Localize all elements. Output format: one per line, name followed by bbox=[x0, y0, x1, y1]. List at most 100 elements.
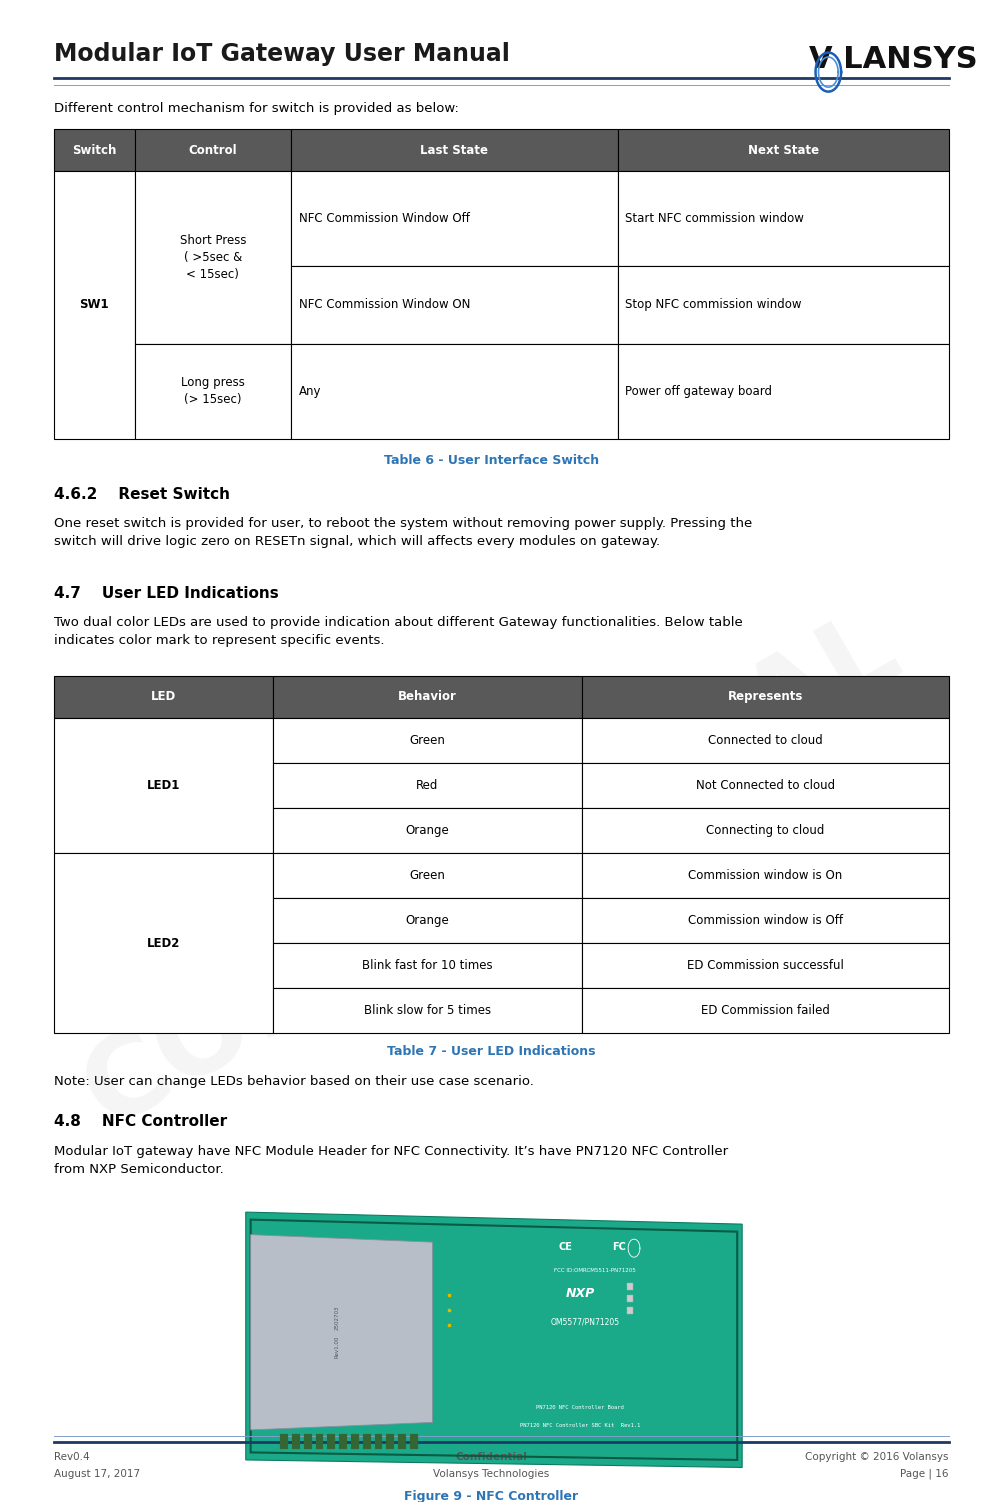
Text: LED: LED bbox=[151, 691, 176, 703]
FancyBboxPatch shape bbox=[291, 129, 617, 171]
Text: Power off gateway board: Power off gateway board bbox=[625, 385, 773, 398]
Text: NFC Commission Window ON: NFC Commission Window ON bbox=[299, 299, 470, 311]
FancyBboxPatch shape bbox=[273, 808, 582, 853]
Text: Represents: Represents bbox=[727, 691, 803, 703]
FancyBboxPatch shape bbox=[351, 1434, 359, 1449]
FancyBboxPatch shape bbox=[410, 1434, 418, 1449]
FancyBboxPatch shape bbox=[617, 129, 949, 171]
FancyBboxPatch shape bbox=[135, 344, 291, 439]
FancyBboxPatch shape bbox=[627, 1283, 633, 1290]
Text: ED Commission successful: ED Commission successful bbox=[687, 960, 843, 972]
Text: Blink fast for 10 times: Blink fast for 10 times bbox=[362, 960, 492, 972]
FancyBboxPatch shape bbox=[280, 1434, 288, 1449]
Text: Not Connected to cloud: Not Connected to cloud bbox=[696, 780, 835, 792]
FancyBboxPatch shape bbox=[617, 171, 949, 266]
FancyBboxPatch shape bbox=[375, 1434, 382, 1449]
Text: One reset switch is provided for user, to reboot the system without removing pow: One reset switch is provided for user, t… bbox=[54, 517, 752, 548]
FancyBboxPatch shape bbox=[582, 853, 949, 898]
FancyBboxPatch shape bbox=[273, 763, 582, 808]
Text: Any: Any bbox=[299, 385, 321, 398]
FancyBboxPatch shape bbox=[291, 266, 617, 344]
FancyBboxPatch shape bbox=[617, 266, 949, 344]
Text: 4.6.2    Reset Switch: 4.6.2 Reset Switch bbox=[54, 487, 230, 502]
FancyBboxPatch shape bbox=[627, 1307, 633, 1314]
Text: OM5577/PN71205: OM5577/PN71205 bbox=[550, 1317, 619, 1326]
Text: Modular IoT Gateway User Manual: Modular IoT Gateway User Manual bbox=[54, 42, 510, 66]
Text: CE: CE bbox=[558, 1242, 572, 1253]
Text: Figure 9 - NFC Controller: Figure 9 - NFC Controller bbox=[404, 1490, 579, 1502]
FancyBboxPatch shape bbox=[363, 1434, 371, 1449]
Text: Stop NFC commission window: Stop NFC commission window bbox=[625, 299, 802, 311]
Text: PN7120 NFC Controller SBC Kit  Rev1.1: PN7120 NFC Controller SBC Kit Rev1.1 bbox=[520, 1424, 640, 1428]
FancyBboxPatch shape bbox=[316, 1434, 323, 1449]
Text: Control: Control bbox=[189, 144, 237, 156]
Text: V LANSYS: V LANSYS bbox=[809, 45, 978, 74]
Text: Table 7 - User LED Indications: Table 7 - User LED Indications bbox=[387, 1045, 596, 1059]
FancyBboxPatch shape bbox=[273, 943, 582, 988]
FancyBboxPatch shape bbox=[135, 171, 291, 344]
FancyBboxPatch shape bbox=[304, 1434, 312, 1449]
Text: ED Commission failed: ED Commission failed bbox=[701, 1005, 830, 1017]
FancyBboxPatch shape bbox=[54, 171, 135, 439]
Text: Short Press
( >5sec &
< 15sec): Short Press ( >5sec & < 15sec) bbox=[180, 234, 246, 281]
Text: 4.8    NFC Controller: 4.8 NFC Controller bbox=[54, 1114, 227, 1130]
Text: LED1: LED1 bbox=[146, 780, 180, 792]
FancyBboxPatch shape bbox=[339, 1434, 347, 1449]
Text: NXP: NXP bbox=[565, 1287, 595, 1301]
Text: Different control mechanism for switch is provided as below:: Different control mechanism for switch i… bbox=[54, 102, 459, 116]
FancyBboxPatch shape bbox=[292, 1434, 300, 1449]
Text: Rev0.4: Rev0.4 bbox=[54, 1452, 89, 1463]
Text: Start NFC commission window: Start NFC commission window bbox=[625, 212, 804, 225]
FancyBboxPatch shape bbox=[54, 718, 273, 853]
Text: Table 6 - User Interface Switch: Table 6 - User Interface Switch bbox=[384, 454, 599, 467]
FancyBboxPatch shape bbox=[582, 898, 949, 943]
Text: Commission window is Off: Commission window is Off bbox=[688, 915, 842, 927]
FancyBboxPatch shape bbox=[273, 676, 582, 718]
Text: Connected to cloud: Connected to cloud bbox=[708, 734, 823, 746]
Text: PN7120 NFC Controller Board: PN7120 NFC Controller Board bbox=[536, 1406, 624, 1410]
Text: FC: FC bbox=[612, 1242, 626, 1253]
FancyBboxPatch shape bbox=[386, 1434, 394, 1449]
FancyBboxPatch shape bbox=[54, 129, 135, 171]
Text: Red: Red bbox=[417, 780, 438, 792]
Text: LED2: LED2 bbox=[146, 937, 180, 949]
Text: Orange: Orange bbox=[406, 825, 449, 837]
Text: 4.7    User LED Indications: 4.7 User LED Indications bbox=[54, 586, 279, 601]
FancyBboxPatch shape bbox=[327, 1434, 335, 1449]
FancyBboxPatch shape bbox=[273, 988, 582, 1033]
FancyBboxPatch shape bbox=[54, 676, 273, 718]
FancyBboxPatch shape bbox=[617, 344, 949, 439]
FancyBboxPatch shape bbox=[291, 344, 617, 439]
Text: Rev1.00: Rev1.00 bbox=[334, 1337, 339, 1358]
FancyBboxPatch shape bbox=[273, 718, 582, 763]
FancyBboxPatch shape bbox=[273, 898, 582, 943]
Text: SW1: SW1 bbox=[80, 299, 109, 311]
Text: Copyright © 2016 Volansys: Copyright © 2016 Volansys bbox=[805, 1452, 949, 1463]
FancyBboxPatch shape bbox=[54, 853, 273, 1033]
FancyBboxPatch shape bbox=[627, 1295, 633, 1302]
Polygon shape bbox=[246, 1212, 742, 1467]
Text: Last State: Last State bbox=[421, 144, 489, 156]
Text: 2502703: 2502703 bbox=[334, 1305, 339, 1329]
Text: NFC Commission Window Off: NFC Commission Window Off bbox=[299, 212, 470, 225]
FancyBboxPatch shape bbox=[582, 988, 949, 1033]
Text: Note: User can change LEDs behavior based on their use case scenario.: Note: User can change LEDs behavior base… bbox=[54, 1075, 534, 1089]
Text: Confidential: Confidential bbox=[455, 1452, 528, 1463]
Text: Volansys Technologies: Volansys Technologies bbox=[434, 1469, 549, 1479]
Text: August 17, 2017: August 17, 2017 bbox=[54, 1469, 141, 1479]
FancyBboxPatch shape bbox=[582, 808, 949, 853]
Text: Switch: Switch bbox=[72, 144, 117, 156]
FancyBboxPatch shape bbox=[398, 1434, 406, 1449]
FancyBboxPatch shape bbox=[135, 129, 291, 171]
Text: Modular IoT gateway have NFC Module Header for NFC Connectivity. It’s have PN712: Modular IoT gateway have NFC Module Head… bbox=[54, 1145, 728, 1176]
FancyBboxPatch shape bbox=[582, 676, 949, 718]
Text: Long press
(> 15sec): Long press (> 15sec) bbox=[181, 377, 245, 406]
Text: Next State: Next State bbox=[747, 144, 819, 156]
Polygon shape bbox=[251, 1235, 433, 1430]
Text: Orange: Orange bbox=[406, 915, 449, 927]
Text: Page | 16: Page | 16 bbox=[900, 1469, 949, 1479]
Text: Commission window is On: Commission window is On bbox=[688, 870, 842, 882]
Text: Behavior: Behavior bbox=[398, 691, 457, 703]
Text: Green: Green bbox=[410, 870, 445, 882]
Text: Green: Green bbox=[410, 734, 445, 746]
